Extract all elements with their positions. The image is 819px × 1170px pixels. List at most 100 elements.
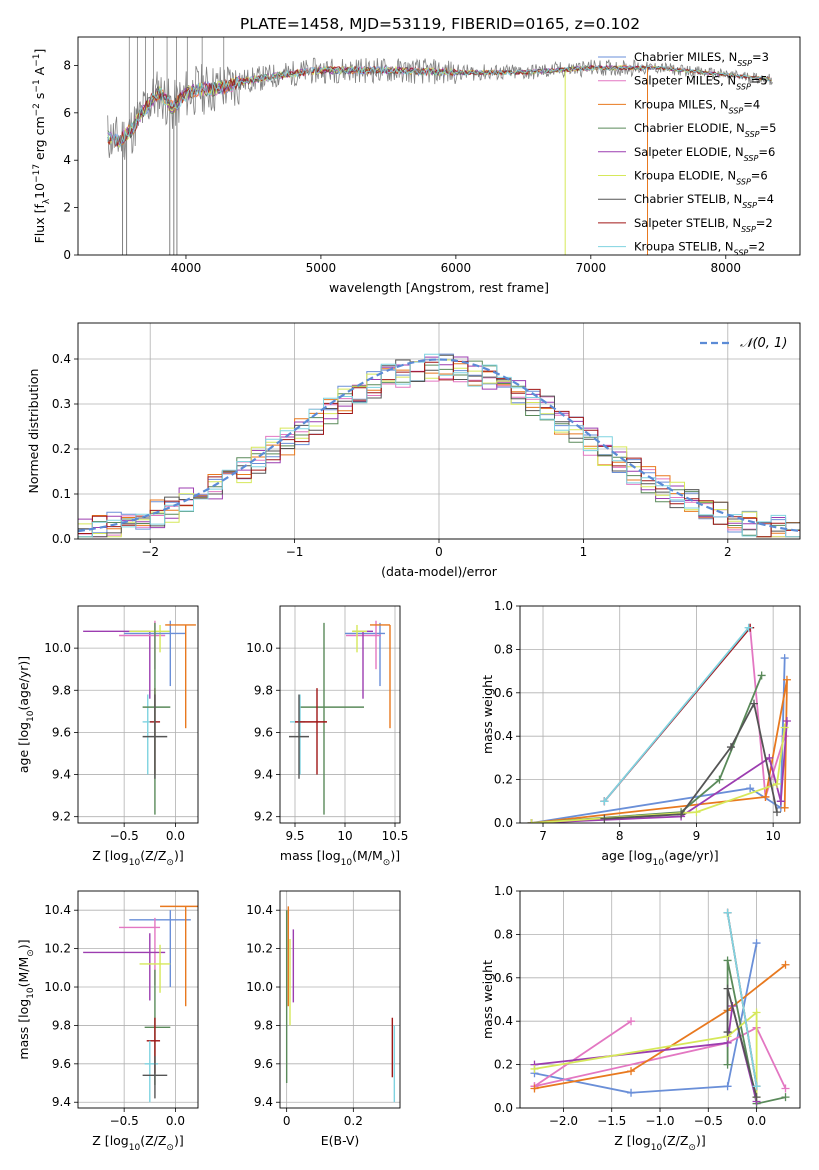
label-part: ⊙ [26, 949, 36, 957]
weight-marker [772, 808, 781, 817]
plot-frame [77, 322, 801, 540]
label-part: ⊙ [383, 858, 391, 868]
label-part: λ [42, 198, 52, 204]
label-part: )] [696, 1133, 706, 1148]
weight-marker [744, 623, 753, 632]
x-tick-label: 7000 [576, 261, 607, 275]
weight-series-line [533, 1020, 787, 1089]
spectrum-lines [107, 37, 773, 255]
residual-histogram [78, 353, 800, 538]
weight-marker [530, 1084, 539, 1093]
label-part: Z [ [92, 848, 109, 863]
age-vs-metallicity-panel: −0.5 0.09.29.49.69.810.0Z [log10(Z/Z⊙)]ag… [16, 605, 199, 868]
y-tick-label: 0.8 [494, 927, 513, 941]
y-tick-label: 4 [63, 153, 71, 167]
label-part: (age/yr)] [664, 848, 719, 863]
label-part: (M/M [16, 957, 31, 988]
legend-count: =6 [758, 145, 775, 159]
y-tick-label: 0.2 [52, 442, 71, 456]
legend-sub: SSP [736, 177, 751, 186]
errorbars [83, 620, 196, 815]
weight-marker [627, 1017, 636, 1026]
weight-marker [530, 1064, 539, 1073]
y-tick-label: 10.0 [44, 980, 71, 994]
label-part: erg cm [32, 116, 47, 164]
weight-marker [723, 1082, 732, 1091]
weight-marker [715, 775, 724, 784]
weight-lines [530, 908, 790, 1108]
y-tick-label: 0.6 [494, 971, 513, 985]
x-tick-label: −0.5 [694, 1114, 723, 1128]
plot-frame [279, 890, 401, 1109]
legend-label: Chabrier ELODIE, NSSP=5 [634, 121, 776, 139]
y-axis-label: Normed distribution [26, 369, 41, 494]
x-axis-label: (data-model)/error [381, 564, 498, 579]
weight-marker [527, 819, 536, 823]
label-part: Flux [f [32, 204, 47, 244]
label-part: (Z/Z [140, 848, 166, 863]
weight-marker [752, 1082, 761, 1091]
label-part: Normed distribution [26, 369, 41, 494]
weight-series-line [603, 627, 750, 802]
weight-marker [746, 784, 755, 793]
label-part: −17 [32, 164, 42, 183]
y-tick-label: 0.4 [494, 729, 513, 743]
x-tick-label: 5000 [306, 261, 337, 275]
legend-sub: SSP [729, 106, 744, 115]
y-tick-label: 10.2 [246, 942, 273, 956]
y-tick-label: 9.6 [254, 1057, 273, 1071]
label-part: mass [ [16, 1018, 31, 1060]
weight-lines [527, 623, 791, 823]
y-tick-label: 0.0 [494, 1101, 513, 1115]
legend-label: Salpeter STELIB, NSSP=2 [634, 216, 773, 234]
x-tick-label: −2 [141, 545, 159, 559]
label-part: mass [ [280, 848, 322, 863]
y-tick-label: 1.0 [494, 599, 513, 613]
weight-marker [723, 984, 732, 993]
label-part: Z [ [614, 1133, 631, 1148]
weight-series-line [534, 964, 787, 1090]
y-axis-label: mass weight [480, 675, 495, 754]
label-part: log [322, 848, 341, 863]
x-tick-label: 2 [724, 545, 732, 559]
plot-frame [279, 605, 401, 824]
label-part: (age/yr)] [16, 656, 31, 711]
weight-marker [752, 1093, 761, 1102]
y-tick-label: 8 [63, 58, 71, 72]
y-tick-label: 0.4 [52, 352, 71, 366]
legend-count: =4 [757, 192, 774, 206]
label-part: (M/M [352, 848, 383, 863]
errorbars [289, 620, 391, 815]
label-part: (Z/Z [662, 1133, 688, 1148]
normal-curve [78, 358, 800, 533]
legend-name: Chabrier ELODIE, N [634, 121, 745, 135]
y-axis-label: mass [log10(M/M⊙)] [16, 939, 36, 1059]
legend-label: Kroupa STELIB, NSSP=2 [634, 240, 765, 258]
legend-count: =5 [760, 121, 777, 135]
label-part: 10 [129, 1143, 141, 1153]
x-axis-label: wavelength [Angstrom, rest frame] [329, 280, 549, 295]
y-axis-label: Flux [fλ10−17 erg cm−2 s−1 A−1] [32, 49, 52, 244]
x-axis-label: E(B-V) [321, 1133, 360, 1148]
label-part: ⊙ [166, 1143, 174, 1153]
weight-marker [765, 753, 774, 762]
weight-marker [723, 1060, 732, 1069]
weight-vs-metallicity-panel: −2.0 −1.5 −1.0 −0.5 0.0 0.0 0.2 0.4 0.6 0.8 1.0 Z [… [480, 884, 801, 1153]
legend-sub: SSP [744, 153, 759, 162]
grid-and-ticks: −0.5 0.0 9.4 9.6 9.8 10.0 10.2 10.4 [44, 891, 198, 1128]
weight-marker [692, 808, 701, 817]
x-tick-label: −1.5 [597, 1114, 626, 1128]
label-part: ⊙ [688, 1143, 696, 1153]
legend-label: Salpeter MILES, NSSP=5 [634, 74, 768, 92]
label-part: 10 [341, 858, 353, 868]
label-part: s [32, 93, 47, 104]
label-part: log [110, 848, 129, 863]
y-tick-label: 0.8 [494, 642, 513, 656]
x-tick-label: 0.0 [166, 1114, 185, 1128]
weight-marker [757, 671, 766, 680]
legend-count: =2 [756, 216, 773, 230]
weight-series-line [531, 679, 788, 823]
y-axis-label: mass weight [480, 960, 495, 1039]
y-tick-label: 9.4 [52, 768, 71, 782]
